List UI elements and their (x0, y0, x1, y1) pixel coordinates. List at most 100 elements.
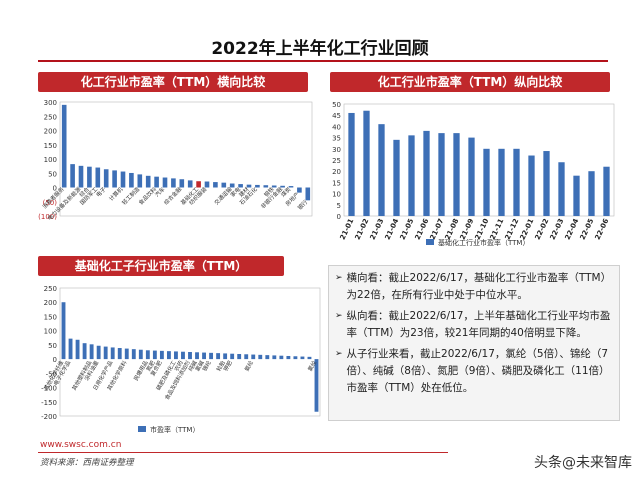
footer-url: www.swsc.com.cn (40, 440, 122, 450)
footer-divider (38, 452, 448, 453)
legend-swatch (138, 426, 146, 432)
y-tick-label: 10 (332, 191, 341, 199)
bar (124, 348, 129, 360)
bar (483, 148, 490, 216)
bar (603, 166, 610, 216)
note-text: 从子行业来看，截止2022/6/17，氯纶（5倍）、锦纶（7倍）、纯碱（8倍）、… (346, 348, 610, 394)
bar (213, 182, 218, 188)
bar (229, 183, 235, 188)
bar (237, 353, 242, 360)
bar (152, 350, 157, 360)
note-vertical: ➢ 纵向看：截止2022/6/17，上半年基础化工行业平均市盈率（TTM）为23倍… (335, 308, 613, 342)
y-tick-label: 40 (332, 123, 341, 131)
legend-label: 基础化工行业市盈率（TTM） (438, 238, 529, 247)
bar (244, 354, 249, 360)
plot-frame (343, 103, 615, 217)
bar (216, 353, 221, 360)
bar (138, 349, 143, 360)
bar (246, 184, 252, 188)
y-tick-label: 50 (48, 342, 57, 350)
bar (174, 351, 178, 360)
y-tick-label: 100 (44, 156, 57, 164)
y-tick-label: 200 (44, 128, 57, 136)
plot-frame (59, 287, 321, 417)
bar (528, 155, 535, 216)
x-tick-label: 22-06 (594, 217, 611, 241)
watermark: 头条@未来智库 (534, 455, 632, 471)
plot-frame (59, 101, 313, 217)
y-tick-label: 150 (44, 142, 57, 150)
bar (110, 347, 115, 360)
note-text: 纵向看：截止2022/6/17，上半年基础化工行业平均市盈率（TTM）为23倍，… (346, 310, 611, 339)
bar (378, 124, 385, 216)
y-tick-label: 50 (332, 101, 341, 109)
y-tick-label: 200 (44, 299, 57, 307)
bullet-triangle-icon: ➢ (335, 311, 343, 321)
bar (171, 178, 176, 188)
bar (230, 353, 235, 360)
monthly-chart-banner: 化工行业市盈率（TTM）纵向比较 (330, 72, 610, 92)
y-tick-label: (100) (38, 213, 57, 221)
bar (196, 181, 201, 188)
bar (159, 350, 164, 360)
y-tick-label: 20 (332, 168, 341, 176)
bar (423, 130, 430, 216)
bar (120, 171, 126, 188)
bar (166, 351, 171, 360)
bar (498, 148, 505, 216)
bar (221, 182, 227, 188)
industry-chart-banner: 化工行业市盈率（TTM）横向比较 (38, 72, 308, 92)
y-tick-label: 5 (337, 202, 341, 210)
bar (297, 187, 302, 193)
bar (131, 349, 136, 360)
bar (279, 355, 284, 360)
x-tick-label: 氨纶 (243, 359, 256, 373)
bar (145, 350, 150, 360)
bar (70, 164, 75, 188)
y-tick-label: 0 (337, 213, 341, 221)
bar (68, 338, 73, 360)
y-tick-label: (50) (43, 199, 58, 207)
bar (96, 345, 101, 360)
bar (162, 177, 168, 188)
bar (305, 187, 311, 201)
y-tick-label: 250 (44, 285, 57, 293)
bar (293, 356, 298, 360)
y-tick-label: 0 (53, 356, 57, 364)
title-divider (38, 60, 608, 62)
bar (112, 170, 117, 188)
bar (300, 356, 305, 360)
bar (202, 352, 206, 360)
bar (265, 355, 270, 360)
x-tick-label: 计算机 (107, 185, 125, 203)
bar (280, 185, 285, 188)
y-tick-label: -50 (46, 370, 57, 378)
legend-label: 市盈率（TTM） (150, 425, 199, 434)
bar (573, 175, 580, 216)
bar (588, 171, 595, 216)
y-tick-label: 250 (44, 113, 57, 121)
bar (251, 354, 256, 360)
bar (558, 162, 565, 216)
bar (543, 151, 550, 216)
bar (188, 352, 192, 360)
y-tick-label: 25 (332, 157, 341, 165)
bar (89, 344, 94, 360)
bar (348, 112, 355, 216)
bar (238, 184, 243, 188)
bar (154, 176, 159, 188)
y-tick-label: 150 (44, 313, 57, 321)
bar (129, 172, 134, 188)
bar (195, 352, 199, 360)
bar (103, 346, 108, 360)
footer-source: 资料来源：西南证券整理 (40, 458, 134, 468)
y-tick-label: 30 (332, 146, 341, 154)
bar (468, 137, 475, 216)
bar (61, 302, 66, 360)
bar (75, 339, 80, 360)
bullet-triangle-icon: ➢ (335, 349, 343, 359)
y-tick-label: -100 (41, 385, 57, 393)
summary-notes: ➢ 横向看：截止2022/6/17，基础化工行业市盈率（TTM）为22倍，在所有行… (328, 265, 620, 421)
bar (187, 180, 193, 188)
bar (209, 352, 214, 360)
